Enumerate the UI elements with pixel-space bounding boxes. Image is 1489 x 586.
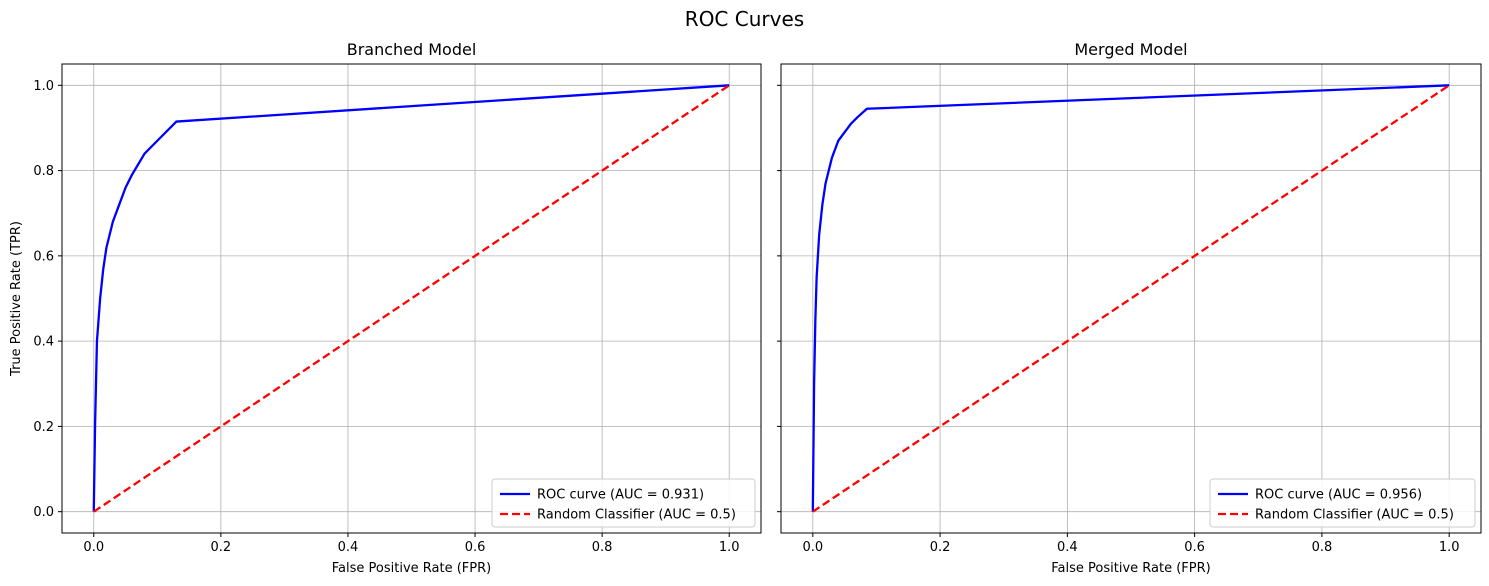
y-axis-label: True Positive Rate (TPR) — [9, 221, 24, 377]
roc-curve-line — [92, 84, 730, 512]
legend-entry-label: ROC curve (AUC = 0.956) — [1255, 488, 1422, 503]
y-tick-label: 0.2 — [33, 420, 54, 435]
x-tick-label: 0.8 — [1312, 540, 1333, 555]
legend-box — [1209, 478, 1476, 528]
y-tick-label: 0.6 — [33, 249, 54, 264]
random-classifier-line — [812, 84, 1450, 513]
legend-entry-label: Random Classifier (AUC = 0.5) — [1255, 508, 1454, 523]
x-tick-label: 0.0 — [83, 540, 104, 555]
legend-entry-label: ROC curve (AUC = 0.931) — [537, 488, 704, 503]
subplot-title: Merged Model — [1074, 40, 1187, 59]
panels: 0.0 0.2 0.4 0.6 0.8 1.0 0.0 0.2 0.4 0.6 0.8 1.0 Bran… — [9, 40, 1482, 576]
y-tick-label: 0.8 — [33, 164, 54, 179]
x-tick-label: 0.6 — [465, 540, 486, 555]
legend: ROC curve (AUC = 0.956) Random Classifier… — [1209, 478, 1476, 528]
roc-curve-line — [811, 84, 1450, 512]
subplot-title: Branched Model — [347, 40, 477, 59]
chart-panel-2: 0.0 0.2 0.4 0.6 0.8 1.0 Merged Model False Posi… — [777, 40, 1482, 576]
legend-entry-label: Random Classifier (AUC = 0.5) — [537, 508, 736, 523]
x-tick-label: 0.8 — [592, 540, 613, 555]
x-axis-label: False Positive Rate (FPR) — [332, 561, 491, 576]
legend-box — [491, 478, 756, 528]
x-axis-label: False Positive Rate (FPR) — [1051, 561, 1210, 576]
axes-frame — [780, 63, 1482, 534]
x-tick-label: 1.0 — [719, 540, 740, 555]
legend: ROC curve (AUC = 0.931) Random Classifier… — [491, 478, 756, 528]
axes-frame — [61, 63, 762, 534]
y-tick-label: 0.4 — [33, 335, 54, 350]
random-classifier-line — [93, 84, 730, 513]
x-tick-label: 0.2 — [211, 540, 232, 555]
x-tick-label: 0.6 — [1184, 540, 1205, 555]
x-tick-label: 0.0 — [802, 540, 823, 555]
x-tick-label: 0.2 — [930, 540, 951, 555]
x-tick-label: 1.0 — [1439, 540, 1460, 555]
chart-panel-1: 0.0 0.2 0.4 0.6 0.8 1.0 0.0 0.2 0.4 0.6 0.8 1.0 Bran… — [9, 40, 762, 576]
y-tick-label: 0.0 — [33, 505, 54, 520]
figure-title: ROC Curves — [685, 7, 804, 31]
x-tick-label: 0.4 — [338, 540, 359, 555]
x-tick-label: 0.4 — [1057, 540, 1078, 555]
y-tick-label: 1.0 — [33, 79, 54, 94]
